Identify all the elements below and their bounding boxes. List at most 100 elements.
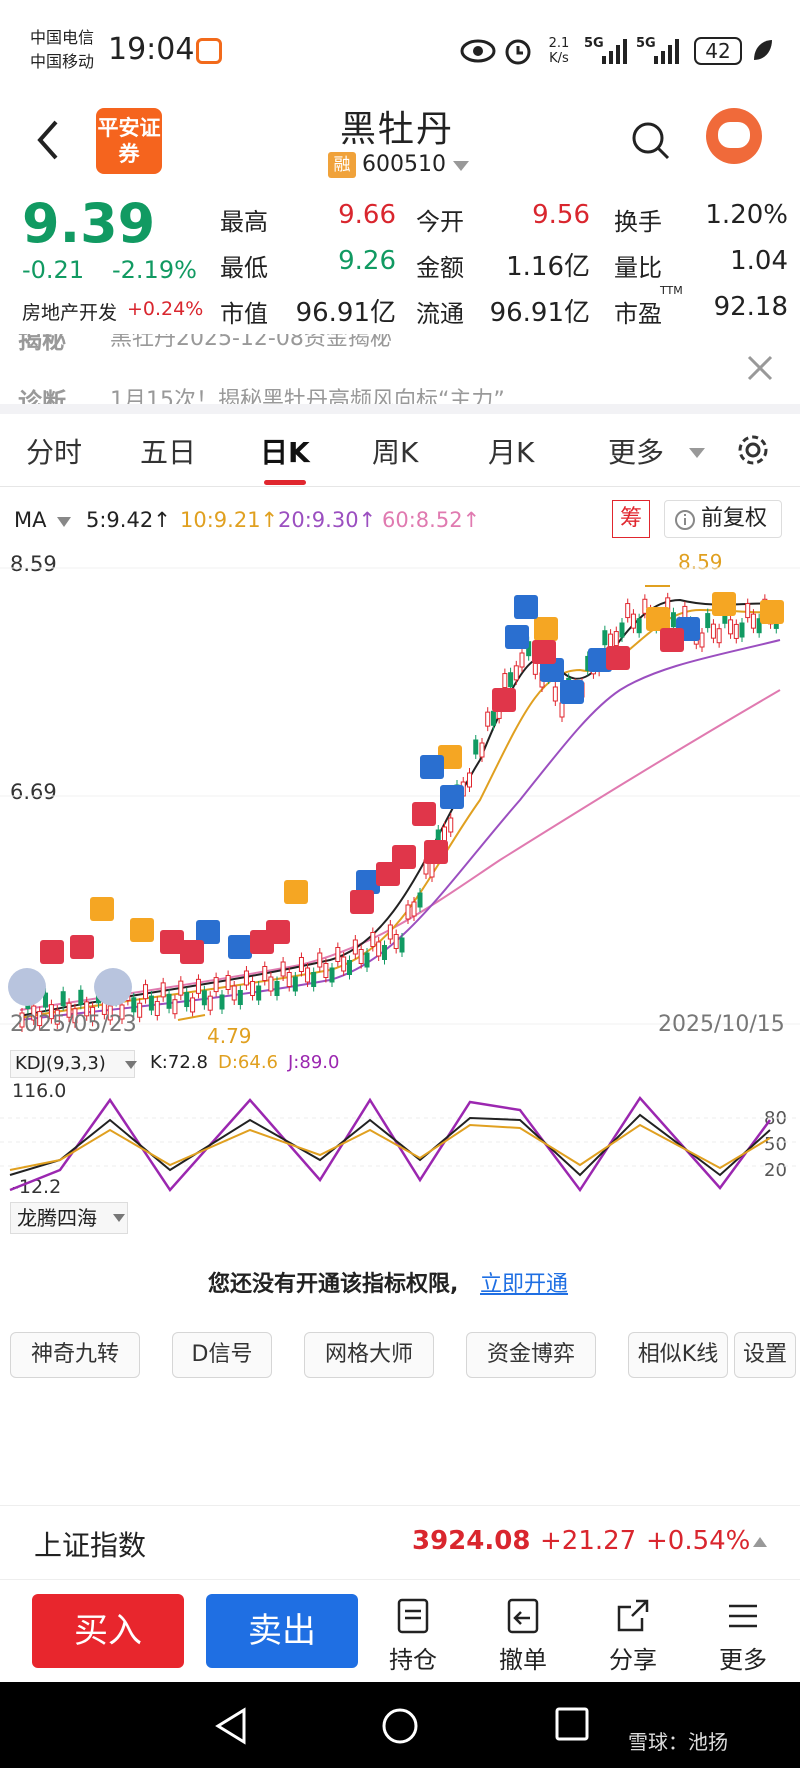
candle — [131, 997, 137, 1013]
net-speed-unit: K/s — [549, 51, 569, 66]
broker-logo[interactable]: 平安证券 — [96, 108, 162, 174]
sector-name[interactable]: 房地产开发 — [22, 302, 118, 324]
kdj-y-bottom: -12.2 — [12, 1176, 62, 1198]
candle — [172, 999, 178, 1015]
status-bar: 中国电信 中国移动 19:04 2.1 K/s 5G 5G 42 — [0, 0, 800, 100]
ma-label[interactable]: MA — [14, 508, 47, 532]
candle — [756, 618, 762, 634]
indicator-selector[interactable]: 龙腾四海 — [10, 1202, 128, 1234]
kdj-level-80: 80 — [764, 1108, 787, 1129]
search-icon[interactable] — [630, 120, 670, 162]
back-icon[interactable] — [34, 118, 62, 162]
low-marker: 4.79 — [207, 1024, 252, 1048]
share-button[interactable]: 分享 — [588, 1598, 678, 1675]
candle — [43, 992, 49, 1008]
feature-button[interactable]: 神奇九转 — [10, 1332, 140, 1378]
candle — [119, 1004, 125, 1020]
sell-marker — [505, 625, 529, 649]
index-bar[interactable]: 上证指数 3924.08 +21.27 +0.54% — [0, 1505, 800, 1580]
candle — [448, 817, 454, 833]
y-axis-top: 8.59 — [10, 552, 57, 576]
sell-button[interactable]: 卖出 — [206, 1594, 358, 1668]
position-button[interactable]: 持仓 — [368, 1598, 458, 1675]
recents-nav-icon[interactable] — [554, 1706, 590, 1742]
candle — [508, 672, 514, 688]
kdj-j-line — [9, 1095, 772, 1193]
ma20-line — [19, 639, 781, 1021]
tab-intraday[interactable]: 分时 — [26, 436, 83, 469]
tab-daily-k[interactable]: 日K — [260, 436, 310, 469]
buy-button[interactable]: 买入 — [32, 1594, 184, 1668]
chevron-up-icon[interactable] — [752, 1536, 768, 1548]
candle — [90, 1006, 96, 1022]
buy-marker — [266, 920, 290, 944]
candle — [137, 1002, 143, 1018]
candle — [642, 598, 648, 614]
cancel-order-button[interactable]: 撤单 — [478, 1598, 568, 1675]
chevron-down-icon[interactable] — [688, 447, 706, 459]
kline-chart-area[interactable]: MA 5:9.42↑ 10:9.21↑ 20:9.30↑ 60:8.52↑ 筹 … — [0, 490, 800, 1410]
kdj-dropdown-icon[interactable] — [124, 1060, 138, 1070]
more-button[interactable]: 更多 — [698, 1598, 788, 1675]
settings-button[interactable]: 设置 — [734, 1332, 796, 1378]
stock-code[interactable]: 600510 — [362, 152, 446, 177]
candles — [19, 592, 779, 1032]
t-marker — [534, 617, 558, 641]
trade-markers — [40, 592, 784, 964]
pe-label: 市盈 — [614, 300, 662, 328]
feature-button[interactable]: 相似K线 — [628, 1332, 728, 1378]
candle — [352, 939, 358, 955]
divider — [0, 404, 800, 414]
tab-monthly-k[interactable]: 月K — [488, 436, 535, 469]
buy-marker — [40, 940, 64, 964]
float-label: 流通 — [416, 300, 464, 328]
chip-button[interactable]: 筹 — [612, 500, 650, 538]
high-value: 9.66 — [338, 200, 396, 230]
candle — [107, 1005, 113, 1021]
ma10-line — [19, 608, 781, 1019]
tab-more[interactable]: 更多 — [608, 436, 665, 469]
candle — [745, 603, 751, 619]
gear-icon[interactable] — [736, 433, 770, 467]
candle — [48, 1004, 54, 1020]
buy-marker — [660, 628, 684, 652]
candle — [154, 1000, 160, 1016]
candle — [66, 1002, 72, 1018]
kdj-selector[interactable]: KDJ(9,3,3) — [10, 1050, 135, 1078]
candle — [311, 972, 317, 987]
candle — [305, 967, 311, 983]
candle — [298, 957, 304, 972]
candle — [636, 618, 642, 634]
feature-button[interactable]: 资金博弈 — [466, 1332, 596, 1378]
tab-five-day[interactable]: 五日 — [140, 436, 197, 469]
adjust-button-label: 前复权 — [701, 506, 768, 531]
adjust-button[interactable]: 前复权 — [664, 500, 782, 538]
kline-canvas[interactable] — [0, 540, 800, 1040]
back-nav-icon[interactable] — [212, 1706, 248, 1746]
replay-button[interactable] — [8, 968, 46, 1006]
candle — [219, 994, 225, 1010]
candle — [485, 711, 491, 727]
dropdown-icon[interactable] — [452, 160, 470, 172]
candle — [280, 961, 286, 977]
expand-button[interactable] — [94, 968, 132, 1006]
avatar[interactable] — [706, 108, 762, 164]
indicator-dropdown-icon[interactable] — [112, 1213, 126, 1223]
feature-button[interactable]: 网格大师 — [304, 1332, 434, 1378]
cancel-order-label: 撤单 — [499, 1646, 547, 1674]
close-icon[interactable] — [746, 354, 774, 382]
activate-link[interactable]: 立即开通 — [480, 1272, 569, 1297]
watermark: 雪球：池扬 — [628, 1730, 728, 1754]
news-strip[interactable]: 揭秘 黑牡丹2025-12-08资金揭秘 诊断 1月15次！揭秘黑牡丹高频风向标… — [0, 334, 800, 406]
turnover-label: 换手 — [614, 208, 662, 236]
tab-weekly-k[interactable]: 周K — [372, 436, 419, 469]
candle — [292, 976, 298, 992]
index-name: 上证指数 — [34, 1529, 147, 1562]
home-nav-icon[interactable] — [380, 1706, 420, 1746]
candle — [78, 989, 84, 1005]
candle — [225, 975, 231, 990]
feature-button[interactable]: D信号 — [172, 1332, 272, 1378]
candle — [716, 628, 722, 644]
ma-dropdown-icon[interactable] — [56, 516, 72, 528]
buy-marker — [492, 688, 516, 712]
